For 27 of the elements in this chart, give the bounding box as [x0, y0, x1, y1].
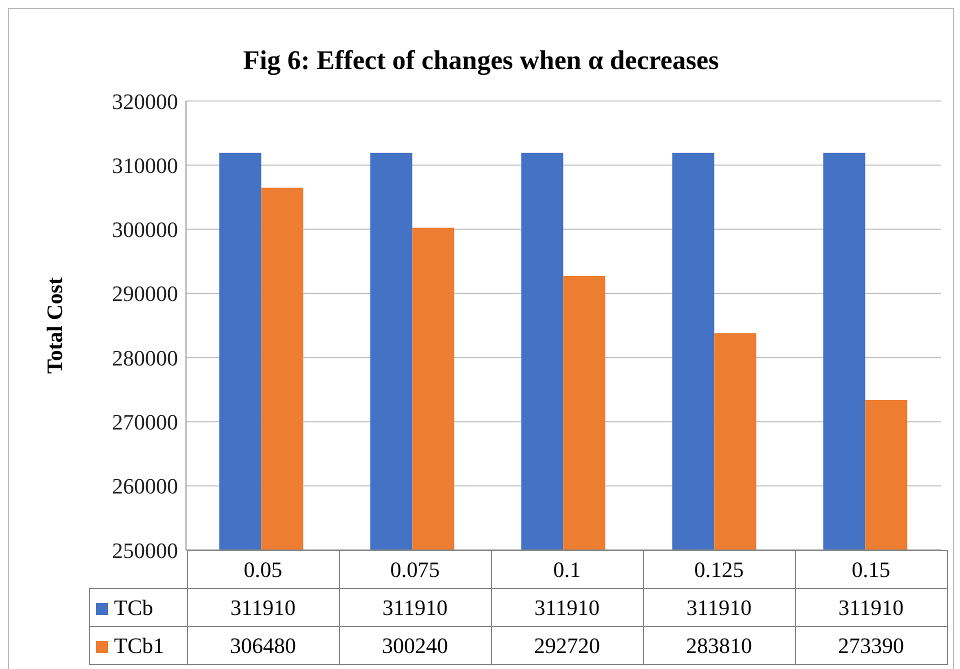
legend-label: TCb1	[90, 626, 187, 664]
data-label: 283810	[643, 626, 795, 664]
y-axis-title: Total Cost	[42, 276, 67, 374]
data-label: 300240	[339, 626, 491, 664]
data-label: 292720	[491, 626, 643, 664]
y-tick-label: 270000	[112, 410, 178, 435]
y-tick-label: 300000	[112, 217, 178, 242]
y-tick-label: 260000	[112, 474, 178, 499]
legend-label: TCb	[90, 588, 187, 626]
x-tick-label: 0.15	[795, 550, 947, 588]
data-label: 311910	[491, 588, 643, 626]
x-tick-label: 0.125	[643, 550, 795, 588]
data-label: 311910	[187, 588, 339, 626]
x-tick-label: 0.075	[339, 550, 491, 588]
chart-title: Fig 6: Effect of changes when α decreases	[242, 45, 720, 76]
x-tick-label: 0.1	[491, 550, 643, 588]
data-label: 311910	[339, 588, 491, 626]
y-tick-label: 290000	[112, 281, 178, 306]
y-tick-label: 310000	[112, 152, 178, 178]
data-label: 306480	[187, 626, 339, 664]
data-label: 311910	[643, 588, 795, 626]
data-label: 273390	[795, 626, 947, 664]
y-tick-label: 280000	[112, 345, 178, 370]
data-label: 311910	[795, 588, 947, 626]
y-tick-label: 250000	[112, 538, 178, 563]
x-tick-label: 0.05	[187, 550, 339, 588]
y-tick-label: 320000	[112, 88, 178, 114]
